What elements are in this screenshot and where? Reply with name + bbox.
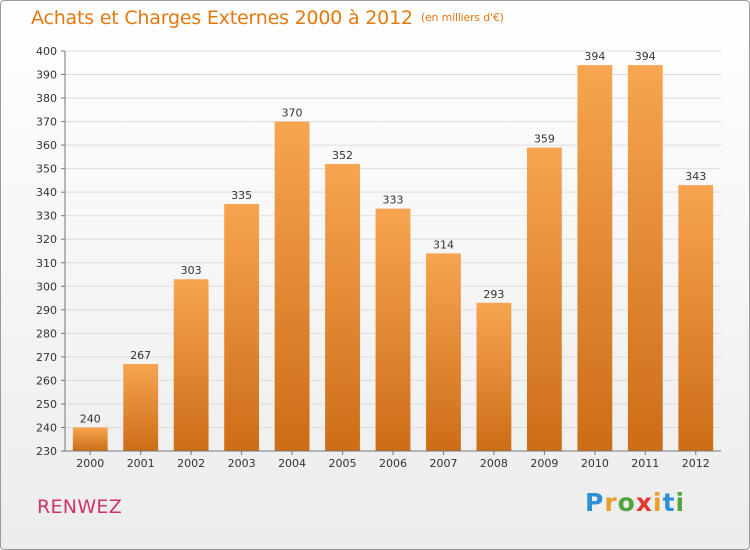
- bar-2001: [123, 363, 159, 451]
- logo-letter: i: [653, 488, 663, 517]
- city-name: RENWEZ: [37, 496, 123, 518]
- bar-2003: [224, 203, 260, 451]
- data-label-2004: 370: [282, 107, 303, 120]
- data-label-2001: 267: [130, 349, 151, 362]
- x-tick-label-2009: 2009: [530, 457, 558, 470]
- x-tick-label-2012: 2012: [682, 457, 710, 470]
- bar-2012: [678, 185, 714, 451]
- x-tick-label-2010: 2010: [581, 457, 609, 470]
- data-label-2005: 352: [332, 149, 353, 162]
- data-label-2003: 335: [231, 189, 252, 202]
- y-tick-label: 390: [36, 69, 57, 82]
- bar-2011: [627, 65, 663, 451]
- x-tick-label-2004: 2004: [278, 457, 306, 470]
- chart-subtitle: (en milliers d'€): [420, 11, 504, 24]
- data-label-2009: 359: [534, 132, 555, 145]
- y-tick-label: 370: [36, 116, 57, 129]
- logo-letter: o: [617, 488, 636, 517]
- x-tick-label-2000: 2000: [76, 457, 104, 470]
- y-tick-label: 380: [36, 92, 57, 105]
- x-tick-label-2006: 2006: [379, 457, 407, 470]
- data-label-2008: 293: [483, 288, 504, 301]
- bar-2009: [526, 147, 562, 451]
- x-tick-label-2002: 2002: [177, 457, 205, 470]
- bars-layer: [72, 65, 714, 452]
- data-label-2000: 240: [80, 412, 101, 425]
- data-label-2002: 303: [181, 264, 202, 277]
- y-tick-label: 400: [36, 45, 57, 58]
- data-label-2007: 314: [433, 238, 454, 251]
- y-tick-label: 260: [36, 374, 57, 387]
- y-tick-label: 340: [36, 186, 57, 199]
- y-tick-label: 360: [36, 139, 57, 152]
- x-tick-label-2003: 2003: [228, 457, 256, 470]
- logo-letter: P: [585, 488, 605, 517]
- x-tick-label-2007: 2007: [429, 457, 457, 470]
- y-tick-label: 270: [36, 351, 57, 364]
- logo-letter: i: [675, 488, 686, 517]
- x-tick-label-2005: 2005: [329, 457, 357, 470]
- bar-2006: [375, 208, 411, 451]
- y-tick-label: 240: [36, 421, 57, 434]
- x-tick-label-2008: 2008: [480, 457, 508, 470]
- y-tick-label: 250: [36, 398, 57, 411]
- logo-letter: t: [662, 488, 676, 517]
- logo-letter: r: [604, 488, 618, 517]
- logo-letter: x: [635, 488, 653, 517]
- y-tick-label: 350: [36, 163, 57, 176]
- labels-layer: 230 240 250 260 270 280 290 300 310 320 330 340 350 3…: [36, 45, 710, 470]
- data-label-2011: 394: [635, 50, 656, 63]
- y-tick-label: 330: [36, 210, 57, 223]
- bar-2008: [476, 302, 512, 451]
- bar-2007: [426, 253, 461, 451]
- bar-2004: [274, 121, 310, 452]
- chart-title-text: Achats et Charges Externes 2000 à 2012: [31, 7, 413, 29]
- data-label-2006: 333: [383, 194, 404, 207]
- y-tick-label: 310: [36, 257, 57, 270]
- y-tick-label: 320: [36, 233, 57, 246]
- y-tick-label: 300: [36, 280, 57, 293]
- bar-2010: [577, 65, 613, 451]
- x-tick-label-2001: 2001: [127, 457, 155, 470]
- chart-title: Achats et Charges Externes 2000 à 2012 (e…: [31, 7, 504, 29]
- y-tick-label: 230: [36, 445, 57, 458]
- x-tick-label-2011: 2011: [631, 457, 659, 470]
- data-label-2012: 343: [685, 170, 706, 183]
- y-tick-label: 280: [36, 327, 57, 340]
- bar-2005: [325, 163, 360, 452]
- bar-2002: [173, 279, 209, 451]
- bar-2000: [72, 427, 108, 451]
- proxiti-logo: Proxiti: [585, 488, 685, 517]
- data-label-2010: 394: [584, 50, 605, 63]
- y-tick-label: 290: [36, 304, 57, 317]
- axes-layer: [61, 50, 721, 455]
